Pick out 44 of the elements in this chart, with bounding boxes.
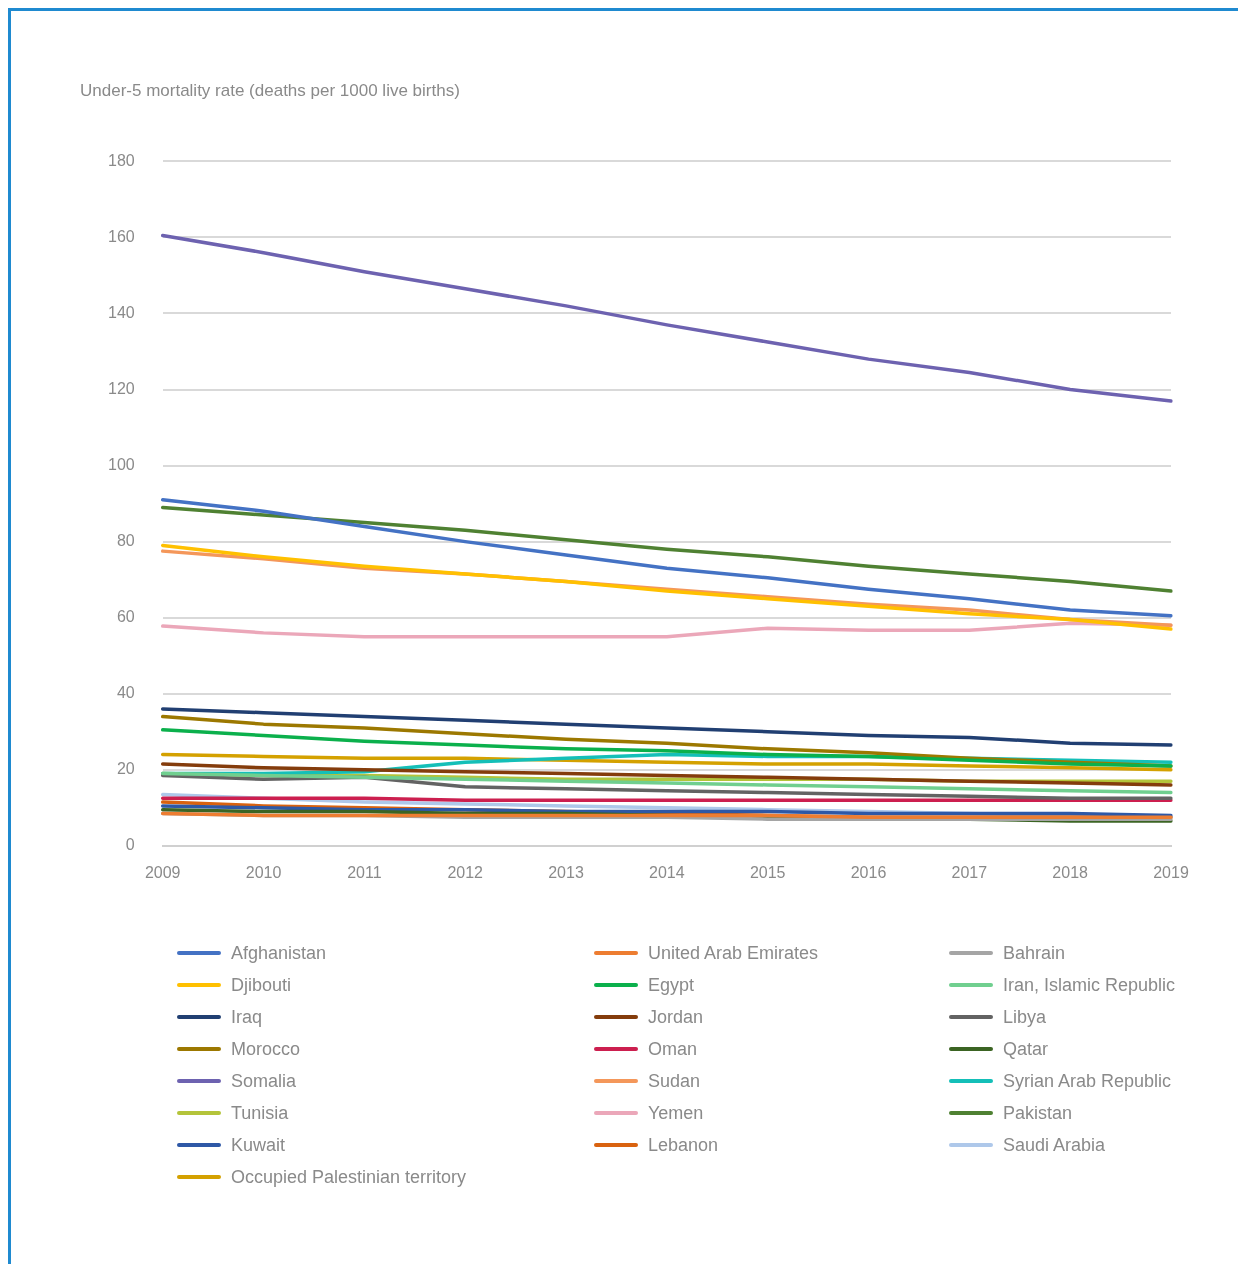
chart-title: Under-5 mortality rate (deaths per 1000 live births) [80, 80, 460, 100]
legend-label: Tunisia [231, 1102, 289, 1124]
legend-label: Bahrain [1003, 942, 1066, 964]
x-tick-label: 2016 [850, 863, 887, 881]
legend-label: United Arab Emirates [648, 942, 819, 964]
legend-label: Oman [648, 1038, 698, 1060]
legend-label: Egypt [648, 974, 695, 996]
legend-label: Occupied Palestinian territory [231, 1166, 467, 1188]
legend-label: Iran, Islamic Republic [1003, 974, 1176, 996]
legend-label: Jordan [648, 1006, 704, 1028]
legend-label: Qatar [1003, 1038, 1049, 1060]
x-tick-label: 2011 [347, 863, 382, 881]
legend-label: Iraq [231, 1006, 263, 1028]
y-tick-label: 20 [116, 760, 135, 778]
x-tick-label: 2015 [749, 863, 786, 881]
legend-label: Kuwait [231, 1134, 286, 1156]
y-tick-label: 80 [116, 532, 135, 550]
y-tick-label: 0 [125, 836, 135, 854]
x-tick-label: 2019 [1153, 863, 1189, 881]
legend-label: Lebanon [648, 1134, 719, 1156]
y-tick-label: 60 [116, 608, 135, 626]
legend-label: Libya [1003, 1006, 1047, 1028]
y-tick-label: 40 [116, 684, 135, 702]
x-tick-label: 2013 [548, 863, 584, 881]
y-tick-label: 160 [107, 227, 135, 245]
x-tick-label: 2014 [649, 863, 685, 881]
legend-label: Saudi Arabia [1003, 1134, 1106, 1156]
legend-label: Pakistan [1003, 1102, 1073, 1124]
x-tick-label: 2017 [951, 863, 988, 881]
legend-label: Afghanistan [231, 942, 327, 964]
legend-label: Yemen [648, 1102, 704, 1124]
x-tick-label: 2009 [144, 863, 181, 881]
legend-label: Somalia [231, 1070, 297, 1092]
x-tick-label: 2018 [1052, 863, 1089, 881]
x-tick-label: 2012 [447, 863, 484, 881]
legend-label: Morocco [231, 1038, 301, 1060]
y-tick-label: 180 [107, 151, 135, 169]
y-tick-label: 120 [107, 379, 135, 397]
legend-label: Djibouti [231, 974, 292, 996]
x-tick-label: 2010 [245, 863, 282, 881]
y-tick-label: 100 [107, 455, 135, 473]
y-tick-label: 140 [107, 303, 135, 321]
legend-label: Sudan [648, 1070, 701, 1092]
legend-label: Syrian Arab Republic [1003, 1070, 1172, 1092]
